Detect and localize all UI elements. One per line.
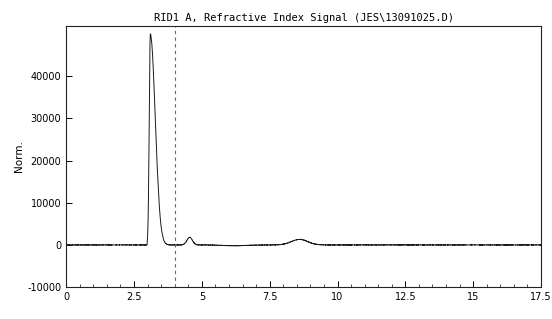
Title: RID1 A, Refractive Index Signal (JES\13091025.D): RID1 A, Refractive Index Signal (JES\130… [153, 13, 454, 23]
Y-axis label: Norm.: Norm. [14, 140, 24, 172]
